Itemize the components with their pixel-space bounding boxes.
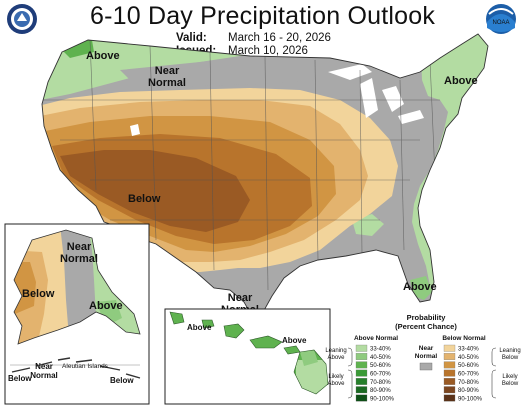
conus-above-northwest-label: Above (86, 50, 120, 62)
legend-above-category-label: 80-90% (370, 388, 391, 394)
legend-above-category-label: 50-60% (370, 363, 391, 369)
legend-likely-below-1: Likely (502, 374, 517, 380)
legend-above-rows: 33-40% 40-50% 50-60% 60-70% 70-80% 80-90% 90-1… (355, 344, 395, 402)
conus-near-normal-texas-label-1: Near (228, 292, 253, 304)
below-70-80-region (60, 150, 250, 232)
legend-above-bracket-likely (347, 369, 353, 399)
state-borders (42, 39, 440, 291)
noaa-logo-icon: NOAA (486, 4, 516, 34)
valid-range: March 16 - 20, 2026 (228, 32, 331, 44)
conus-below-label: Below (128, 193, 161, 205)
legend-near-heading-2: Normal (415, 353, 438, 360)
hawaii-big-island-north (300, 350, 318, 366)
legend-below-bracket-likely (491, 369, 497, 399)
legend-above-category-label: 40-50% (370, 355, 391, 361)
page-title: 6-10 Day Precipitation Outlook (89, 2, 436, 30)
great-lakes (328, 64, 424, 124)
legend-below-category-label: 33-40% (458, 347, 479, 353)
legend-below-category-swatch (443, 369, 456, 377)
legend-above-category-swatch (355, 361, 368, 369)
legend-below-category-label: 50-60% (458, 363, 479, 369)
near-normal-north-band (120, 56, 320, 90)
legend-likely-above-2: Above (327, 381, 345, 387)
legend-leaning-below-2: Below (502, 355, 519, 361)
legend-near-normal-swatch (419, 362, 433, 371)
legend-above-category-swatch (355, 369, 368, 377)
legend-below-category-label: 90-100% (458, 396, 483, 402)
legend-above-category-swatch (355, 344, 368, 352)
conus-near-normal-north-label-1: Near (155, 65, 180, 77)
legend-above-category-label: 70-80% (370, 380, 391, 386)
legend-above-category-label: 60-70% (370, 372, 391, 378)
valid-label: Valid: (176, 32, 207, 44)
legend-below-category-swatch (443, 344, 456, 352)
legend-leaning-above-2: Above (327, 355, 345, 361)
legend-below-category-swatch (443, 394, 456, 402)
legend-leaning-below-1: Leaning (499, 348, 520, 354)
conus-near-normal-north-label-2: Normal (148, 77, 186, 89)
above-florida-core (410, 276, 432, 300)
legend-below-heading: Below Normal (442, 335, 486, 342)
hawaii-islands-outline (169, 311, 329, 395)
legend-likely-above-1: Likely (328, 374, 343, 380)
legend-title-2: (Percent Chance) (395, 322, 457, 331)
aleutian-near-normal-label-1: Near (35, 362, 53, 371)
legend-below-category-label: 80-90% (458, 388, 479, 394)
alaska-near-normal-label-1: Near (67, 241, 92, 253)
legend-above-category-swatch (355, 378, 368, 385)
legend-near-heading-1: Near (419, 345, 434, 352)
legend-below-category-swatch (443, 353, 456, 360)
alaska-inset (4, 223, 150, 405)
legend-above-category-swatch (355, 394, 368, 402)
legend-below-category-swatch (443, 386, 456, 394)
legend-above-bracket-leaning (347, 347, 353, 367)
aleutian-below-left-label: Below (8, 374, 32, 383)
hawaii-above-east-label: Above (282, 336, 307, 345)
legend-below-rows: 33-40% 40-50% 50-60% 60-70% 70-80% 80-90% 90-1… (443, 344, 483, 402)
issued-date: March 10, 2026 (228, 45, 308, 57)
legend-below-category-swatch (443, 378, 456, 385)
alaska-above-core (96, 300, 122, 326)
noaa-logo-text: NOAA (492, 20, 509, 26)
hawaii-inset (164, 308, 331, 405)
aleutian-near-normal-label-2: Normal (30, 371, 58, 380)
legend-above-category-swatch (355, 386, 368, 394)
department-of-commerce-seal-icon (7, 4, 37, 34)
legend-above-category-label: 90-100% (370, 396, 395, 402)
alaska-near-normal-label-2: Normal (60, 253, 98, 265)
hawaii-above-west-label: Above (187, 323, 212, 332)
conus-above-florida-label: Above (403, 281, 437, 293)
legend-above-category-label: 33-40% (370, 347, 391, 353)
legend-above-heading: Above Normal (354, 335, 398, 342)
legend-leaning-above-1: Leaning (325, 348, 346, 354)
valid-line: Valid: March 16 - 20, 2026 (176, 32, 331, 44)
legend-below-category-label: 40-50% (458, 355, 479, 361)
aleutian-islands-label: Aleutian Islands (62, 363, 109, 370)
conus-above-northeast-label: Above (444, 75, 478, 87)
legend-below-bracket-leaning (491, 347, 497, 367)
aleutian-below-right-label: Below (110, 376, 134, 385)
alaska-outline (13, 229, 141, 345)
legend-below-category-swatch (443, 361, 456, 369)
alaska-above-label: Above (89, 300, 123, 312)
great-salt-lake (130, 124, 140, 136)
legend: Probability (Percent Chance) Above Norma… (325, 313, 520, 402)
legend-likely-below-2: Below (502, 381, 519, 387)
legend-below-category-label: 60-70% (458, 372, 479, 378)
legend-title-1: Probability (407, 313, 447, 322)
aleutian-islands-shape (11, 357, 141, 379)
alaska-below-label: Below (22, 288, 55, 300)
legend-above-category-swatch (355, 353, 368, 360)
legend-below-category-label: 70-80% (458, 380, 479, 386)
